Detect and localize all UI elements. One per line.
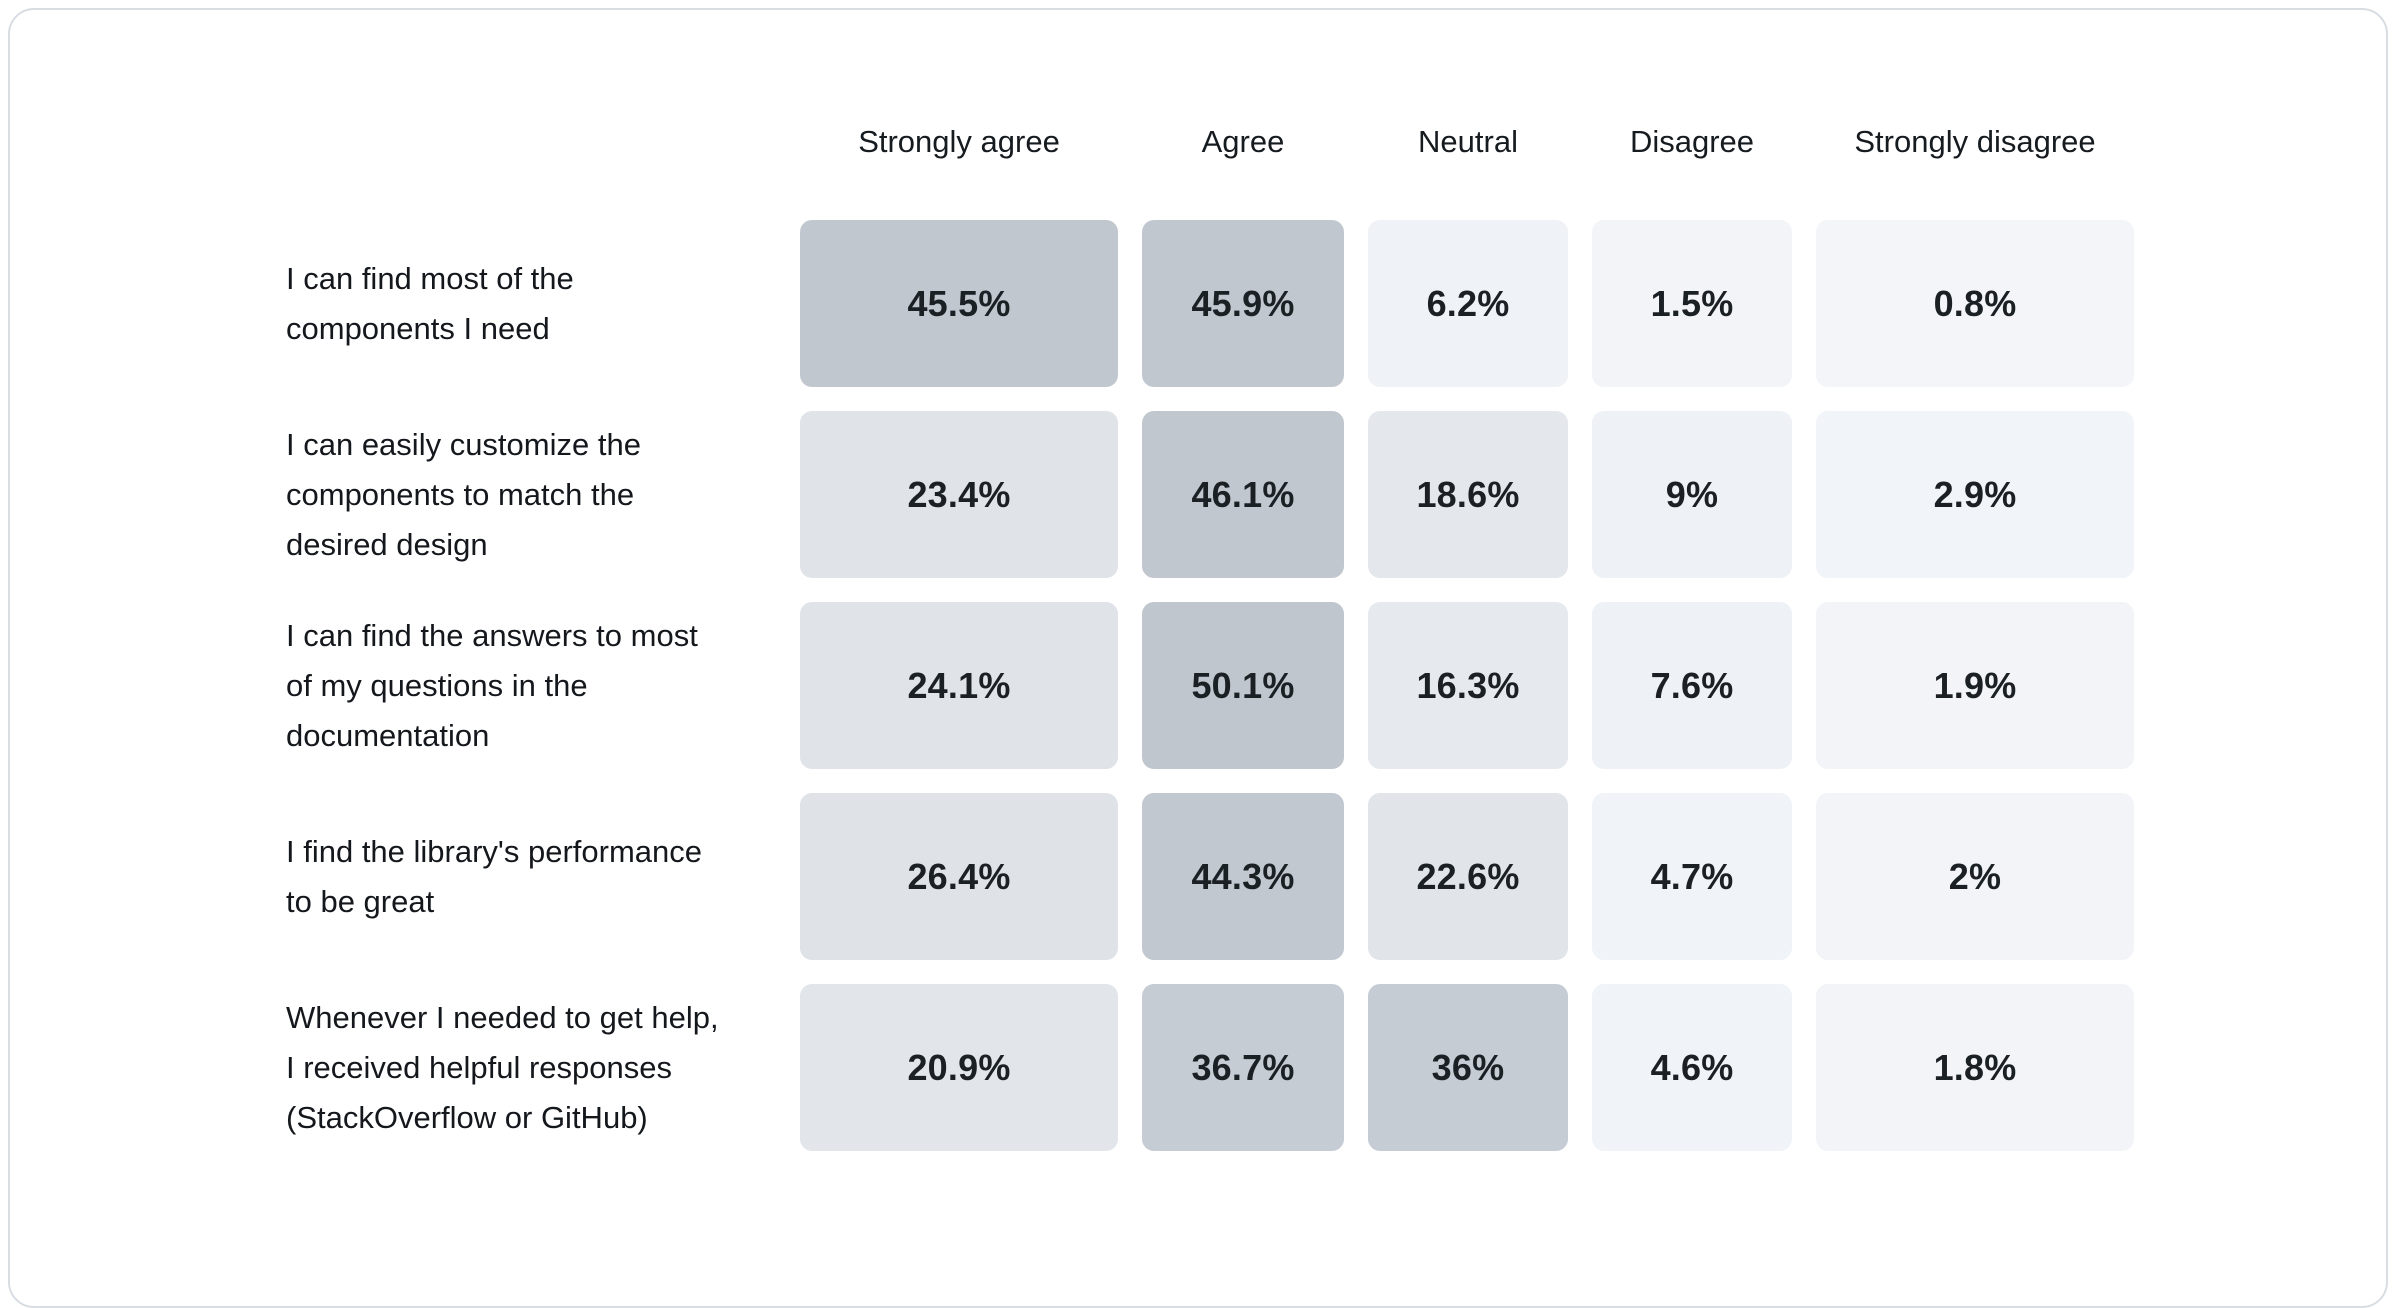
heatmap-cell: 9% [1592,411,1792,578]
column-header: Agree [1201,124,1285,159]
row-label: I can find the answers to most of my que… [286,617,698,753]
row-label: I find the library's performance to be g… [286,833,702,919]
heatmap-cell: 36.7% [1142,984,1344,1151]
heatmap-cell: 23.4% [800,411,1118,578]
heatmap-cell: 26.4% [800,793,1118,960]
row-label: Whenever I needed to get help, I receive… [286,999,719,1135]
heatmap-cell: 4.6% [1592,984,1792,1151]
heatmap-cell: 36% [1368,984,1568,1151]
survey-card: Strongly agree Agree Neutral Disagree Strong… [8,8,2388,1308]
row-label: I can easily customize the components to… [286,426,641,562]
heatmap-cell: 45.5% [800,220,1118,387]
column-header: Strongly disagree [1854,124,2096,159]
heatmap-cell: 1.9% [1816,602,2134,769]
column-header: Disagree [1629,124,1755,159]
heatmap-grid: Strongly agree Agree Neutral Disagree Strong… [286,122,2134,1151]
heatmap-cell: 2.9% [1816,411,2134,578]
heatmap-cell: 46.1% [1142,411,1344,578]
heatmap-cell: 1.8% [1816,984,2134,1151]
heatmap-cell: 0.8% [1816,220,2134,387]
heatmap-cell: 20.9% [800,984,1118,1151]
column-header: Neutral [1418,124,1518,159]
heatmap-cell: 50.1% [1142,602,1344,769]
heatmap-cell: 22.6% [1368,793,1568,960]
heatmap-cell: 7.6% [1592,602,1792,769]
heatmap-cell: 1.5% [1592,220,1792,387]
heatmap-cell: 18.6% [1368,411,1568,578]
heatmap-cell: 2% [1816,793,2134,960]
heatmap-cell: 16.3% [1368,602,1568,769]
heatmap-cell: 4.7% [1592,793,1792,960]
heatmap-cell: 44.3% [1142,793,1344,960]
heatmap-cell: 45.9% [1142,220,1344,387]
heatmap-cell: 6.2% [1368,220,1568,387]
row-label: I can find most of the components I need [286,260,574,346]
heatmap-cell: 24.1% [800,602,1118,769]
column-header: Strongly agree [858,124,1060,159]
